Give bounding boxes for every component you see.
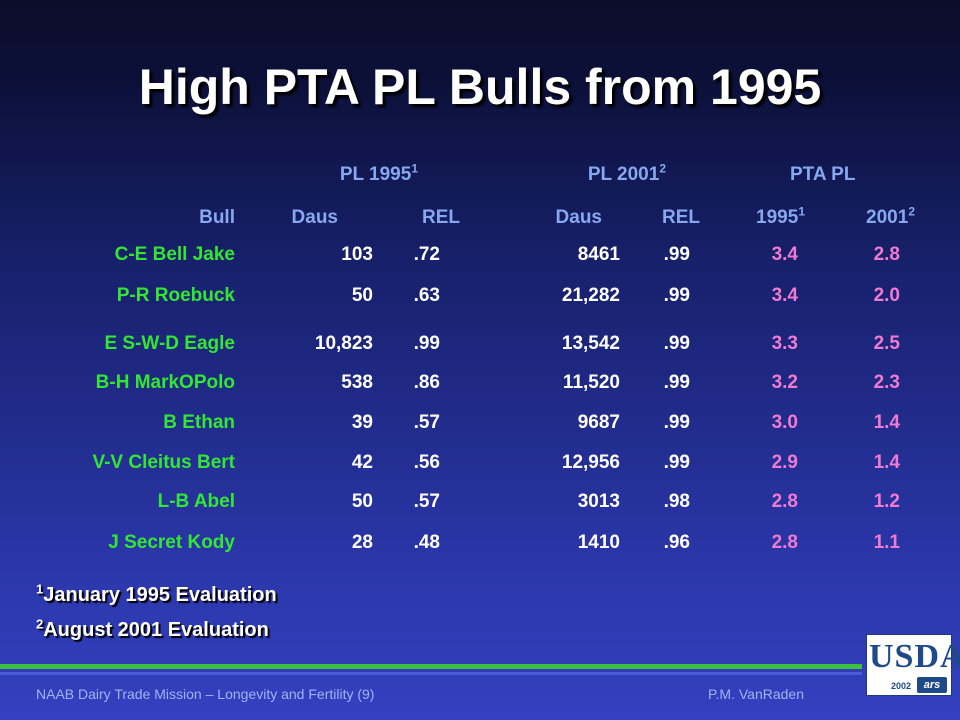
cell-daus-2001: 13,542 <box>561 333 620 354</box>
cell-bull: L-B Abel <box>157 491 235 512</box>
cell-daus-2001: 1410 <box>577 532 620 553</box>
cell-rel-2001: .98 <box>663 491 690 512</box>
col-header-pta-1995: 19951 <box>756 204 805 228</box>
col-header-pta-2001: 20012 <box>866 204 915 228</box>
cell-daus-1995: 28 <box>351 532 373 553</box>
cell-bull: B-H MarkOPolo <box>95 372 235 393</box>
usda-logo: USDA 2002 ars <box>866 634 960 696</box>
cell-pta-2001: 1.4 <box>873 412 900 433</box>
cell-bull: J Secret Kody <box>108 532 235 553</box>
footer-author: P.M. VanRaden <box>708 686 804 702</box>
cell-daus-2001: 11,520 <box>562 372 620 393</box>
cell-bull: E S-W-D Eagle <box>104 333 235 354</box>
cell-rel-2001: .99 <box>663 412 690 433</box>
cell-daus-2001: 8461 <box>577 244 620 265</box>
group-header-pl1995: PL 19951 <box>339 161 418 185</box>
cell-rel-2001: .99 <box>663 372 690 393</box>
cell-pta-1995: 3.4 <box>771 244 798 265</box>
cell-rel-1995: .72 <box>413 244 440 265</box>
cell-bull: P-R Roebuck <box>116 285 235 306</box>
cell-pta-2001: 2.3 <box>873 372 900 393</box>
cell-pta-1995: 3.4 <box>771 285 798 306</box>
cell-daus-1995: 42 <box>351 452 373 473</box>
col-header-bull: Bull <box>199 207 235 228</box>
footer-rule-green <box>0 664 862 669</box>
cell-pta-2001: 2.5 <box>873 333 900 354</box>
logo-year: 2002 <box>891 681 912 691</box>
cell-daus-1995: 50 <box>351 491 373 512</box>
cell-rel-2001: .99 <box>663 452 690 473</box>
cell-daus-1995: 103 <box>341 244 373 265</box>
cell-bull: C-E Bell Jake <box>114 244 235 265</box>
cell-daus-1995: 10,823 <box>314 333 373 354</box>
footnote-2: 2August 2001 Evaluation <box>36 616 269 641</box>
cell-pta-2001: 2.8 <box>873 244 900 265</box>
cell-rel-2001: .99 <box>663 244 690 265</box>
cell-rel-1995: .57 <box>413 412 440 433</box>
cell-rel-2001: .99 <box>663 285 690 306</box>
col-header-daus-1995: Daus <box>291 207 338 228</box>
slide-title: High PTA PL Bulls from 1995 <box>138 59 822 115</box>
cell-pta-1995: 2.8 <box>771 532 798 553</box>
cell-rel-1995: .56 <box>413 452 440 473</box>
cell-pta-2001: 2.0 <box>873 285 900 306</box>
cell-pta-2001: 1.4 <box>873 452 900 473</box>
cell-daus-2001: 12,956 <box>561 452 620 473</box>
col-header-rel-1995: REL <box>422 207 460 228</box>
cell-daus-1995: 50 <box>351 285 373 306</box>
cell-rel-2001: .96 <box>663 532 690 553</box>
group-header-pta-pl: PTA PL <box>790 164 856 185</box>
usda-logo-text: USDA <box>869 638 960 675</box>
footer-left-text: NAAB Dairy Trade Mission – Longevity and… <box>36 686 375 702</box>
cell-pta-2001: 1.2 <box>873 491 900 512</box>
cell-rel-1995: .99 <box>413 333 440 354</box>
cell-pta-1995: 2.9 <box>771 452 798 473</box>
col-header-daus-2001: Daus <box>555 207 602 228</box>
cell-rel-1995: .86 <box>413 372 440 393</box>
footer-rule-blue <box>0 672 862 675</box>
cell-pta-1995: 2.8 <box>771 491 798 512</box>
cell-daus-1995: 538 <box>341 372 373 393</box>
cell-daus-2001: 9687 <box>577 412 620 433</box>
cell-pta-2001: 1.1 <box>873 532 900 553</box>
group-header-pl2001: PL 20012 <box>587 161 666 185</box>
cell-rel-2001: .99 <box>663 333 690 354</box>
cell-rel-1995: .63 <box>413 285 440 306</box>
cell-pta-1995: 3.2 <box>771 372 798 393</box>
col-header-rel-2001: REL <box>662 207 700 228</box>
footnote-1: 1January 1995 Evaluation <box>36 581 277 606</box>
cell-daus-1995: 39 <box>351 412 373 433</box>
cell-pta-1995: 3.0 <box>771 412 798 433</box>
cell-bull: B Ethan <box>163 412 235 433</box>
cell-rel-1995: .57 <box>413 491 440 512</box>
cell-pta-1995: 3.3 <box>771 333 798 354</box>
ars-logo-icon: ars <box>917 677 947 693</box>
cell-daus-2001: 21,282 <box>561 285 620 306</box>
cell-bull: V-V Cleitus Bert <box>92 452 235 473</box>
cell-rel-1995: .48 <box>413 532 440 553</box>
cell-daus-2001: 3013 <box>577 491 620 512</box>
